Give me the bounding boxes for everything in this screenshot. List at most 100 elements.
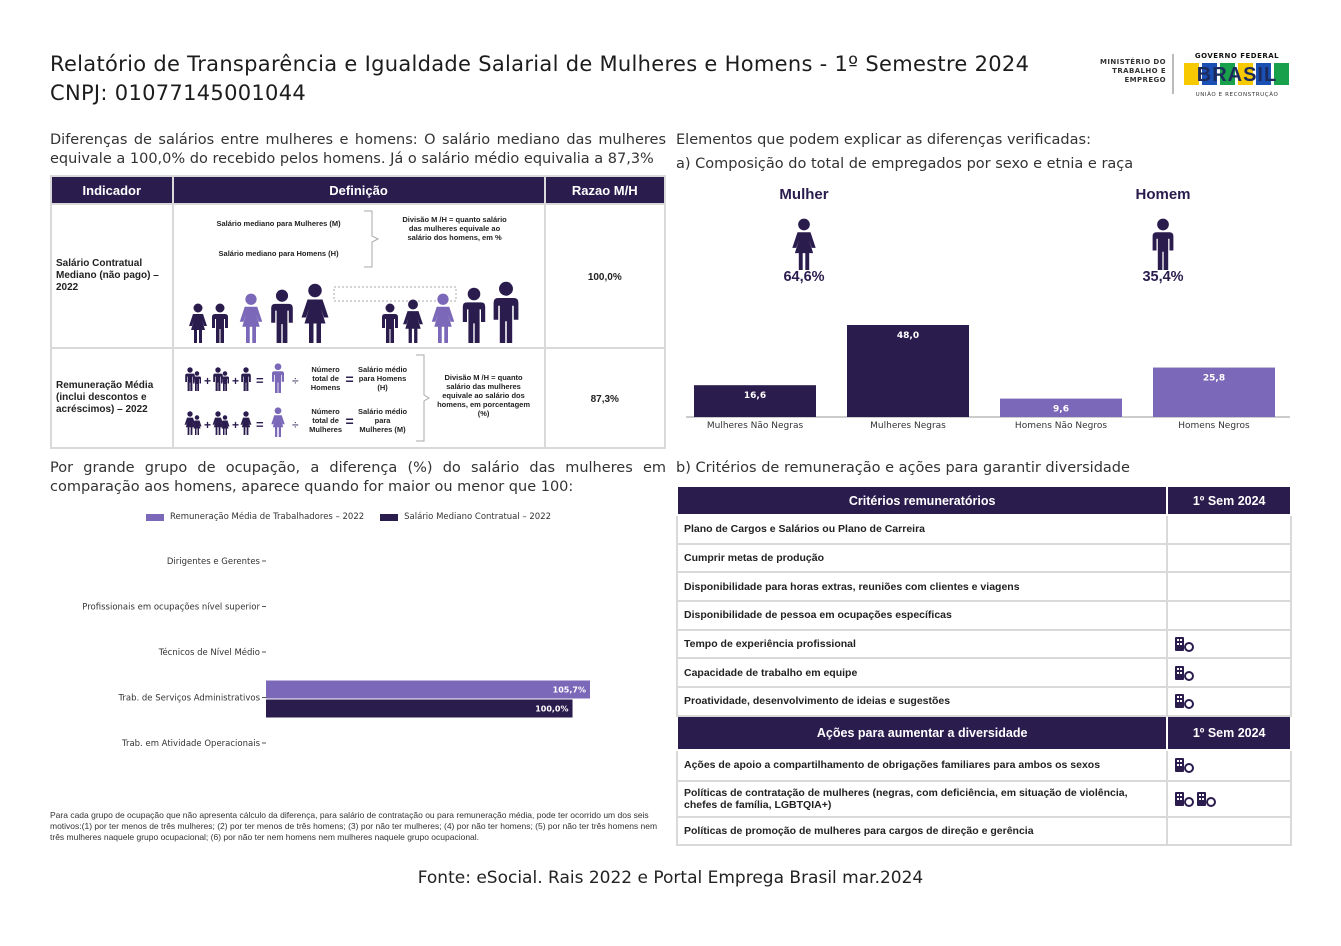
action-label: Políticas de contratação de mulheres (ne… — [675, 779, 1169, 818]
criteria-label: Capacidade de trabalho em equipe — [675, 657, 1169, 689]
median-men-text: Salário mediano para Homens (H) — [218, 249, 339, 258]
composition-bar — [1000, 398, 1122, 417]
occupation-category-label: Dirigentes e Gerentes — [167, 557, 261, 567]
ratio-average: 87,3% — [590, 394, 619, 405]
svg-text:=: = — [256, 373, 264, 388]
occupation-category-label: Técnicos de Nível Médio — [158, 647, 260, 658]
col-header-razao: Razao M/H — [543, 175, 667, 205]
composition-bar — [1153, 367, 1275, 417]
median-division-text: Divisão M /H = quanto salário das mulher… — [402, 215, 507, 242]
indicator-table: Indicador Definição Razao M/H Salário Co… — [50, 175, 667, 449]
slogan: UNIÃO E RECONSTRUÇÃO — [1195, 92, 1279, 98]
criteria-label: Tempo de experiência profissional — [675, 628, 1169, 660]
men-pct: 35,4% — [1142, 269, 1184, 285]
criteria-row: Capacidade de trabalho em equipe — [675, 657, 1292, 689]
criteria-row: Cumprir metas de produção — [675, 542, 1292, 574]
brace-icon — [415, 354, 430, 442]
total-men-text: Número total de Homens — [310, 365, 341, 392]
action-row: Políticas de contratação de mulheres (ne… — [675, 779, 1292, 818]
occupation-bar — [266, 699, 573, 718]
total-women-text: Número total de Mulheres — [309, 407, 343, 434]
occupation-footnote: Para cada grupo de ocupação que não apre… — [50, 810, 658, 842]
criteria-mark-cell — [1166, 686, 1292, 717]
criteria-row: Tempo de experiência profissional — [675, 628, 1292, 660]
action-row: Políticas de promoção de mulheres para c… — [675, 815, 1292, 846]
average-division-text: Divisão M /H = quanto salário das mulher… — [437, 373, 531, 418]
occupation-value-label: 100,0% — [535, 705, 568, 714]
action-mark-cell — [1166, 748, 1292, 782]
criteria-mark-cell — [1166, 571, 1292, 603]
criteria-row: Proatividade, desenvolvimento de ideias … — [675, 686, 1292, 717]
legend-label-remuneracao: Remuneração Média de Trabalhadores – 202… — [170, 512, 365, 522]
criteria-label: Disponibilidade de pessoa em ocupações e… — [675, 600, 1169, 631]
action-mark-cell — [1166, 815, 1292, 846]
criteria-label: Disponibilidade para horas extras, reuni… — [675, 571, 1169, 603]
composition-chart: 16,6 Mulheres Não Negras 48,0 Mulheres Negr… — [686, 325, 1290, 431]
report-title-block: Relatório de Transparência e Igualdade S… — [50, 50, 1029, 108]
women-pct: 64,6% — [783, 269, 825, 285]
company-icon — [1174, 790, 1195, 807]
ratio-median: 100,0% — [587, 272, 622, 283]
women-label: Mulher — [779, 186, 829, 203]
avg-men-text: Salário médio para Homens (H) — [357, 365, 408, 392]
criteria-label: Proatividade, desenvolvimento de ideias … — [675, 686, 1169, 717]
source-footer: Fonte: eSocial. Rais 2022 e Portal Empre… — [417, 868, 924, 888]
composition-bar — [694, 385, 816, 417]
svg-text:+: + — [232, 374, 239, 388]
brace-icon — [363, 210, 379, 268]
equals-icon: = — [345, 371, 354, 387]
svg-text:÷: ÷ — [292, 418, 299, 432]
occupation-category-label: Trab. em Atividade Operacionais — [121, 739, 261, 749]
median-people-illustration — [188, 281, 518, 343]
men-label: Homem — [1135, 186, 1191, 203]
criteria-label: Plano de Cargos e Salários ou Plano de C… — [675, 514, 1169, 545]
brasil-logo: GOVERNO FEDERAL BRASIL UNIÃO E RECONSTRU… — [1182, 52, 1292, 98]
indicator-cell-average: Remuneração Média (inclui descontos e ac… — [50, 347, 174, 449]
occupation-category-label: Profissionais em ocupações nível superio… — [82, 603, 260, 613]
occupation-legend: Remuneração Média de Trabalhadores – 202… — [146, 512, 551, 522]
brasil-logo-word: BRASIL — [1197, 64, 1277, 86]
gov-label: GOVERNO FEDERAL — [1194, 52, 1280, 60]
criteria-header: Critérios remuneratórios — [675, 485, 1169, 516]
criteria-mark-cell — [1166, 542, 1292, 574]
svg-text:+: + — [204, 418, 211, 432]
occupation-value-label: 105,7% — [553, 686, 586, 695]
occupation-bar — [266, 680, 590, 699]
company-icon — [1174, 636, 1195, 653]
criteria-row: Disponibilidade para horas extras, reuni… — [675, 571, 1292, 603]
actions-sem-header: 1º Sem 2024 — [1166, 714, 1292, 751]
ratio-cell-average: 87,3% — [543, 347, 667, 449]
svg-text:+: + — [232, 418, 239, 432]
occupation-category-label: Trab. de Serviços Administrativos — [117, 694, 260, 704]
composition-bar — [847, 325, 969, 417]
criteria-mark-cell — [1166, 600, 1292, 631]
actions-header: Ações para aumentar a diversidade — [675, 714, 1169, 751]
legend-swatch-light — [146, 513, 164, 521]
criteria-mark-cell — [1166, 628, 1292, 660]
legend-label-salario: Salário Mediano Contratual – 2022 — [404, 512, 552, 522]
composition-subtitle: a) Composição do total de empregados por… — [676, 156, 1134, 172]
criteria-row: Plano de Cargos e Salários ou Plano de C… — [675, 514, 1292, 545]
composition-value-label: 16,6 — [744, 391, 766, 401]
action-label: Políticas de promoção de mulheres para c… — [675, 815, 1169, 846]
company-icon — [1174, 664, 1195, 681]
criteria-subtitle: b) Critérios de remuneração e ações para… — [676, 460, 1130, 476]
women-sum-equation-icon: + + = ÷ — [184, 407, 299, 437]
occupation-chart: Dirigentes e Gerentes Profissionais em oc… — [82, 557, 590, 749]
criteria-label: Cumprir metas de produção — [675, 542, 1169, 574]
company-icon — [1174, 693, 1195, 710]
svg-text:+: + — [204, 374, 211, 388]
government-logos: MINISTÉRIO DO TRABALHO E EMPREGO GOVERNO… — [1096, 52, 1296, 100]
logo-divider — [1172, 54, 1174, 94]
company-icon — [1174, 757, 1195, 774]
criteria-mark-cell — [1166, 514, 1292, 545]
legend-swatch-dark — [380, 513, 399, 521]
indicator-median-label: Salário Contratual Mediano (não pago) – … — [56, 258, 159, 293]
svg-text:÷: ÷ — [292, 374, 299, 388]
criteria-mark-cell — [1166, 657, 1292, 689]
criteria-row: Disponibilidade de pessoa em ocupações e… — [675, 600, 1292, 631]
occupation-intro: Por grande grupo de ocupação, a diferenç… — [50, 460, 666, 495]
avg-women-text: Salário médio para Mulheres (M) — [357, 407, 408, 434]
indicator-average-label: Remuneração Média (inclui descontos e ac… — [56, 380, 154, 415]
ministry-logo-text: MINISTÉRIO DO TRABALHO E EMPREGO — [1100, 58, 1166, 84]
